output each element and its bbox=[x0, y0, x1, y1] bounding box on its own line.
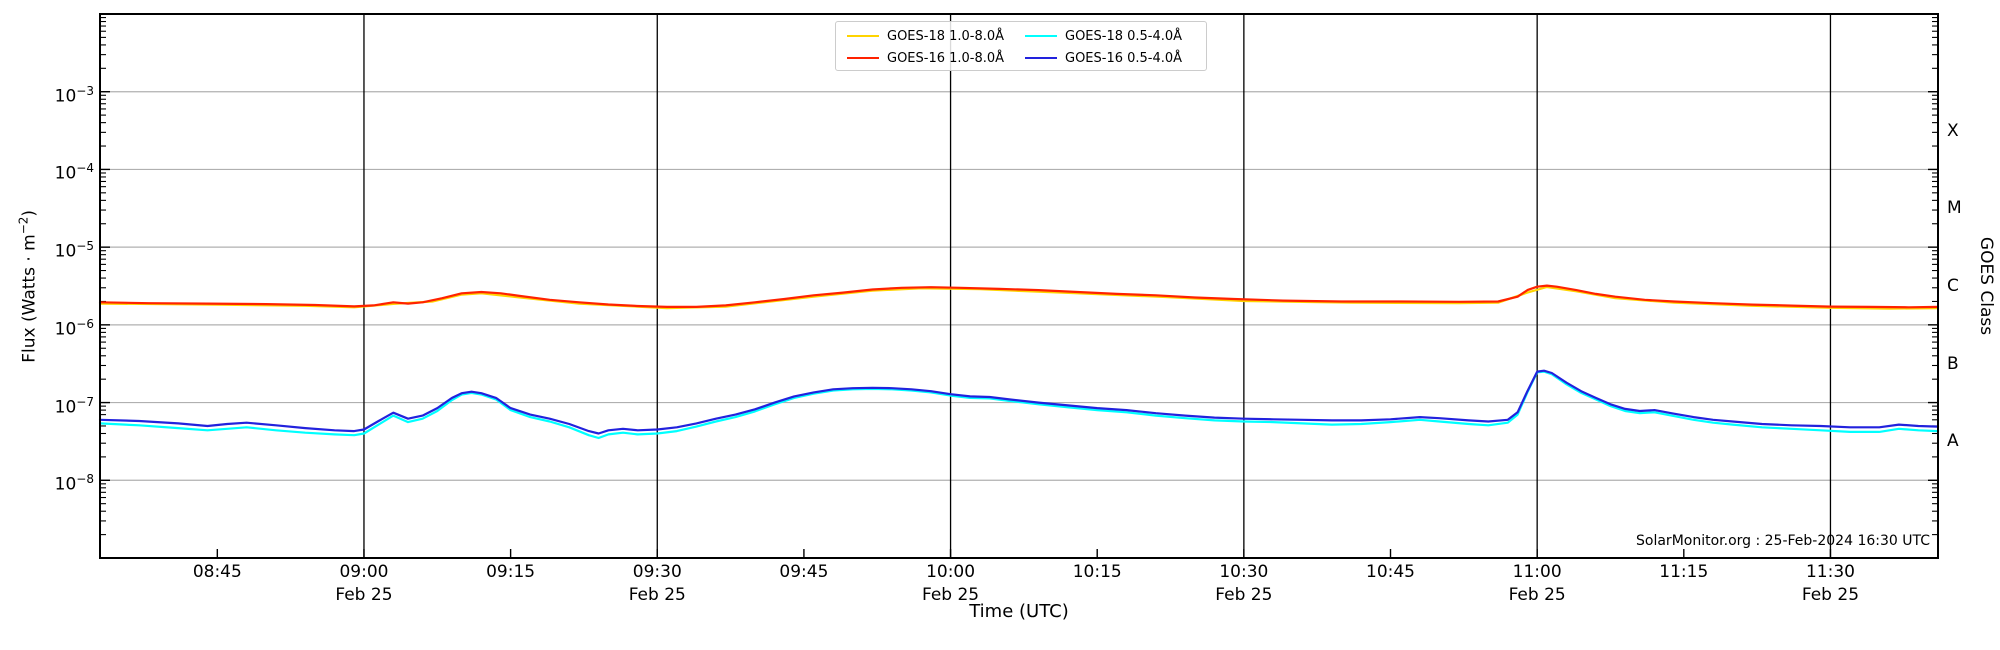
series-line-goes-18-0-5-4-0- bbox=[98, 370, 1940, 440]
series-line-goes-16-1-0-8-0- bbox=[98, 284, 1940, 309]
x-tick-label: 10:00 bbox=[926, 562, 976, 582]
y-axis-title-goes-class: GOES Class bbox=[1976, 236, 1996, 336]
x-date-label: Feb 25 bbox=[335, 585, 393, 605]
legend-label: GOES-16 1.0-8.0Å bbox=[887, 50, 1005, 66]
legend-line-swatch-goes18-long bbox=[847, 35, 879, 37]
watermark-text: SolarMonitor.org : 25-Feb-2024 16:30 UTC bbox=[1636, 533, 1930, 549]
goes-class-label-m: M bbox=[1947, 198, 1962, 219]
x-tick-label: 10:30 bbox=[1219, 562, 1269, 582]
legend: GOES-18 1.0-8.0Å GOES-18 0.5-4.0Å GOES-1… bbox=[835, 21, 1207, 71]
y-tick-label: 10−4 bbox=[54, 161, 94, 185]
x-tick-label: 09:00 bbox=[339, 562, 389, 582]
goes-class-label-b: B bbox=[1947, 353, 1959, 374]
legend-item-goes16-long: GOES-16 1.0-8.0Å bbox=[843, 51, 1021, 66]
y-tick-label: 10−3 bbox=[54, 83, 94, 107]
y-axis-title-flux: Flux (Watts · m−2) bbox=[16, 209, 40, 363]
goes-class-label-c: C bbox=[1947, 276, 1959, 296]
y-tick-label: 10−6 bbox=[54, 316, 94, 340]
x-tick-label: 08:45 bbox=[192, 562, 242, 582]
legend-item-goes18-short: GOES-18 0.5-4.0Å bbox=[1021, 29, 1199, 44]
y-tick-label: 10−5 bbox=[54, 239, 94, 262]
legend-line-swatch-goes16-short bbox=[1025, 57, 1057, 59]
flux-curves-group bbox=[98, 284, 1940, 440]
plot-border bbox=[99, 13, 1939, 559]
axis-ticks-group bbox=[100, 17, 1938, 558]
legend-line-swatch-goes16-long bbox=[847, 57, 879, 59]
y-tick-label: 10−8 bbox=[54, 472, 94, 495]
x-date-label: Feb 25 bbox=[921, 585, 980, 605]
legend-item-goes16-short: GOES-16 0.5-4.0Å bbox=[1021, 51, 1199, 66]
x-tick-label: 09:30 bbox=[632, 562, 682, 582]
series-line-goes-16-0-5-4-0- bbox=[98, 369, 1940, 435]
x-date-label: Feb 25 bbox=[1801, 585, 1860, 605]
goes-class-label-a: A bbox=[1947, 431, 1959, 452]
x-tick-label: 09:15 bbox=[486, 562, 536, 582]
x-tick-label: 11:15 bbox=[1659, 562, 1709, 582]
x-tick-label: 10:15 bbox=[1072, 562, 1122, 582]
y-tick-label: 10−7 bbox=[54, 394, 94, 418]
legend-label: GOES-18 1.0-8.0Å bbox=[887, 28, 1005, 44]
x-tick-label: 09:45 bbox=[779, 562, 829, 582]
legend-label: GOES-18 0.5-4.0Å bbox=[1065, 28, 1183, 44]
halfhour-vlines-group bbox=[363, 14, 1832, 558]
legend-label: GOES-16 0.5-4.0Å bbox=[1065, 50, 1183, 66]
goes-class-label-x: X bbox=[1947, 120, 1959, 141]
x-tick-label: 10:45 bbox=[1366, 562, 1415, 582]
legend-item-goes18-long: GOES-18 1.0-8.0Å bbox=[843, 29, 1021, 44]
x-date-label: Feb 25 bbox=[1508, 585, 1566, 605]
x-date-label: Feb 25 bbox=[628, 585, 686, 605]
legend-line-swatch-goes18-short bbox=[1025, 35, 1057, 37]
x-tick-label: 11:30 bbox=[1805, 562, 1855, 582]
x-date-label: Feb 25 bbox=[1215, 585, 1273, 605]
x-tick-label: 11:00 bbox=[1512, 562, 1562, 582]
x-axis-title-time: Time (UTC) bbox=[969, 601, 1069, 622]
